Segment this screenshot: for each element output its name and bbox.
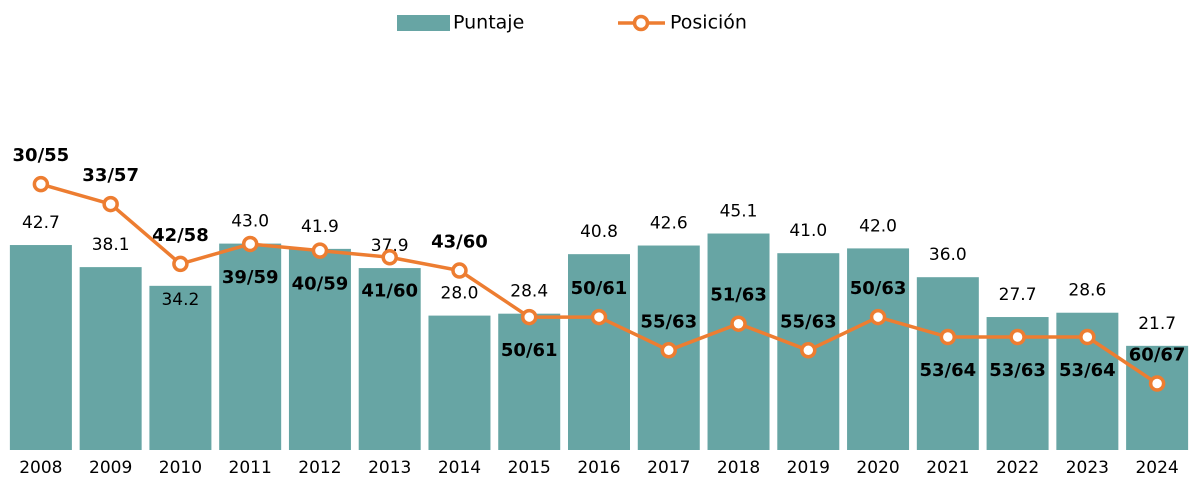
line-marker <box>869 308 887 326</box>
bar <box>79 267 142 450</box>
line-marker <box>1079 328 1096 346</box>
line-value-label: 51/63 <box>710 285 767 306</box>
line-marker <box>520 308 538 326</box>
line-marker <box>311 242 329 259</box>
bar-value-label: 21.7 <box>1138 314 1176 334</box>
line-value-label: 55/63 <box>780 311 837 332</box>
line-marker <box>590 308 608 326</box>
bar <box>219 243 282 450</box>
bar <box>428 315 491 450</box>
bar-value-label: 27.7 <box>999 285 1037 305</box>
x-tick-label: 2022 <box>996 458 1039 478</box>
bar-value-label: 43.0 <box>231 212 269 232</box>
bar-value-label: 45.1 <box>720 202 758 222</box>
x-tick-label: 2016 <box>577 458 620 478</box>
line-marker <box>32 175 50 193</box>
bar-value-label: 42.0 <box>859 216 897 236</box>
x-tick-label: 2011 <box>229 458 272 478</box>
line-marker <box>451 262 468 279</box>
x-tick-label: 2019 <box>787 458 830 478</box>
x-tick-label: 2012 <box>298 458 341 478</box>
bar <box>9 245 72 450</box>
line-marker <box>660 342 678 359</box>
x-tick-label: 2009 <box>89 458 132 478</box>
bar <box>707 233 770 450</box>
line-value-label: 41/60 <box>361 280 418 301</box>
line-value-label: 55/63 <box>640 311 697 332</box>
line-value-label: 50/63 <box>850 278 907 299</box>
bar-value-label: 28.6 <box>1068 281 1106 301</box>
bar <box>498 313 561 450</box>
x-tick-label: 2017 <box>647 458 690 478</box>
x-tick-label: 2008 <box>19 458 62 478</box>
line-marker <box>102 195 119 213</box>
line-marker <box>1148 375 1166 392</box>
line-marker <box>1009 328 1026 346</box>
line-value-label: 50/61 <box>501 340 558 361</box>
line-value-label: 39/59 <box>222 267 279 288</box>
bar <box>916 277 979 450</box>
line-value-label: 60/67 <box>1129 345 1186 366</box>
bar <box>149 285 212 450</box>
bar <box>847 248 910 450</box>
line-marker <box>800 342 817 359</box>
bar-value-label: 34.2 <box>161 290 199 310</box>
legend-swatch <box>632 14 650 32</box>
bar-value-label: 41.0 <box>789 221 827 241</box>
line-value-label: 43/60 <box>431 232 488 253</box>
bar <box>358 268 421 450</box>
bar <box>288 248 351 450</box>
bar-value-label: 38.1 <box>92 235 130 255</box>
x-tick-label: 2021 <box>926 458 969 478</box>
legend-label: Puntaje <box>453 12 524 34</box>
line-value-label: 30/55 <box>13 145 70 166</box>
line-value-label: 53/64 <box>919 360 976 381</box>
bar-value-label: 36.0 <box>929 245 967 265</box>
legend-swatch <box>397 15 450 31</box>
bar-value-label: 42.7 <box>22 213 60 233</box>
x-tick-label: 2014 <box>438 458 481 478</box>
x-tick-label: 2020 <box>856 458 899 478</box>
line-value-label: 33/57 <box>82 165 139 186</box>
bar-value-label: 42.6 <box>650 214 688 234</box>
bar-value-label: 28.4 <box>510 282 548 302</box>
line-marker <box>172 255 189 273</box>
line-value-label: 53/63 <box>989 360 1046 381</box>
line-value-label: 42/58 <box>152 225 209 246</box>
x-tick-label: 2024 <box>1135 458 1178 478</box>
line-value-label: 53/64 <box>1059 360 1116 381</box>
bar <box>568 254 630 450</box>
line-marker <box>730 315 747 332</box>
line-value-label: 40/59 <box>292 274 349 295</box>
x-tick-label: 2023 <box>1066 458 1109 478</box>
line-marker <box>381 249 398 266</box>
x-tick-label: 2013 <box>368 458 411 478</box>
bar-value-label: 40.8 <box>580 222 618 242</box>
bar-value-label: 37.9 <box>371 236 409 256</box>
line-marker <box>939 328 957 346</box>
bar-value-label: 28.0 <box>441 284 479 304</box>
legend-label: Posición <box>670 12 747 34</box>
x-tick-label: 2018 <box>717 458 760 478</box>
bar <box>1126 345 1189 450</box>
line-value-label: 50/61 <box>571 278 628 299</box>
line-marker <box>241 235 259 253</box>
bar-value-label: 41.9 <box>301 217 339 237</box>
x-tick-label: 2010 <box>159 458 202 478</box>
x-tick-label: 2015 <box>508 458 551 478</box>
